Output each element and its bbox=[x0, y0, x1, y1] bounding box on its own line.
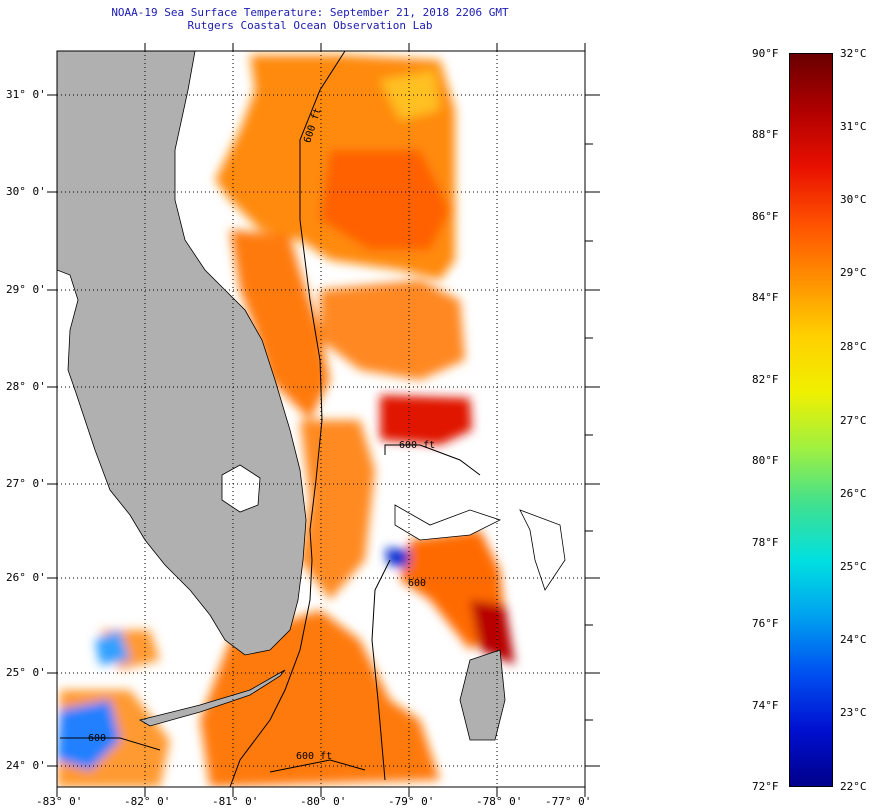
sst-patch-midcoast bbox=[230, 230, 330, 420]
colorbar-c-label: 23°C bbox=[840, 706, 867, 719]
colorbar-c-label: 22°C bbox=[840, 780, 867, 793]
lon-label: -80° 0' bbox=[300, 795, 347, 808]
colorbar-f-label: 82°F bbox=[752, 373, 779, 386]
sst-patch-gulf-cool bbox=[95, 630, 130, 665]
colorbar-f-label: 76°F bbox=[752, 617, 779, 630]
lon-label: -77° 0' bbox=[545, 795, 592, 808]
colorbar-c-label: 26°C bbox=[840, 487, 867, 500]
colorbar-c-label: 25°C bbox=[840, 560, 867, 573]
title-line-2: Rutgers Coastal Ocean Observation Lab bbox=[187, 19, 433, 32]
title-line-1: NOAA-19 Sea Surface Temperature: Septemb… bbox=[111, 6, 509, 19]
graticule bbox=[57, 51, 585, 787]
isobath-great-bahama bbox=[371, 559, 391, 781]
tick-marks bbox=[47, 43, 600, 797]
florida-keys bbox=[138, 669, 286, 727]
sst-patch-bahamas-hot bbox=[470, 600, 515, 665]
colorbar-c-label: 30°C bbox=[840, 193, 867, 206]
colorbar-f-label: 72°F bbox=[752, 780, 779, 793]
sst-patch-redblock bbox=[380, 395, 472, 445]
lake-okeechobee bbox=[221, 464, 261, 513]
colorbar-c-label: 29°C bbox=[840, 266, 867, 279]
sst-patch-south bbox=[200, 610, 440, 787]
lon-label: -78° 0' bbox=[476, 795, 523, 808]
colorbar-c-label: 31°C bbox=[840, 120, 867, 133]
lat-label: 25° 0' bbox=[6, 666, 46, 679]
lon-label: -82° 0' bbox=[124, 795, 171, 808]
sst-patch-straits bbox=[300, 420, 375, 600]
colorbar-f-label: 84°F bbox=[752, 291, 779, 304]
contour-label: 600 ft bbox=[399, 440, 436, 451]
colorbar-f-label: 74°F bbox=[752, 699, 779, 712]
isobath-gulf-south bbox=[60, 737, 161, 751]
lat-label: 31° 0' bbox=[6, 88, 46, 101]
colorbar-f-label: 88°F bbox=[752, 128, 779, 141]
sst-patch-north-warm bbox=[320, 150, 450, 250]
isobath-little-bahama bbox=[384, 444, 481, 476]
sst-patch-southwest-cool bbox=[57, 700, 120, 770]
sst-patch-cool-straits bbox=[385, 548, 410, 568]
contour-label: 600 bbox=[88, 733, 107, 744]
grand-bahama bbox=[394, 504, 502, 541]
colorbar-f-label: 86°F bbox=[752, 210, 779, 223]
andros-island bbox=[459, 649, 506, 741]
isobaths bbox=[60, 51, 481, 787]
lon-label: -79° 0' bbox=[388, 795, 435, 808]
colorbar-f-label: 80°F bbox=[752, 454, 779, 467]
contour-label: 600 ft bbox=[296, 751, 333, 762]
lat-label: 24° 0' bbox=[6, 759, 46, 772]
lat-label: 27° 0' bbox=[6, 477, 46, 490]
isobath-florida-shelf bbox=[229, 51, 346, 787]
lat-label: 28° 0' bbox=[6, 380, 46, 393]
colorbar bbox=[789, 53, 833, 787]
isobath-south bbox=[269, 759, 366, 773]
lat-label: 29° 0' bbox=[6, 283, 46, 296]
colorbar-f-label: 78°F bbox=[752, 536, 779, 549]
contour-label: 600 bbox=[408, 578, 427, 589]
abaco-island bbox=[519, 509, 566, 591]
sst-patch-offshore-mid bbox=[320, 280, 465, 380]
lon-label: -83° 0' bbox=[36, 795, 83, 808]
colorbar-c-label: 28°C bbox=[840, 340, 867, 353]
colorbar-c-label: 32°C bbox=[840, 47, 867, 60]
colorbar-f-label: 90°F bbox=[752, 47, 779, 60]
colorbar-c-label: 24°C bbox=[840, 633, 867, 646]
colorbar-c-label: 27°C bbox=[840, 414, 867, 427]
lat-label: 30° 0' bbox=[6, 185, 46, 198]
lat-label: 26° 0' bbox=[6, 571, 46, 584]
lon-label: -81° 0' bbox=[212, 795, 259, 808]
